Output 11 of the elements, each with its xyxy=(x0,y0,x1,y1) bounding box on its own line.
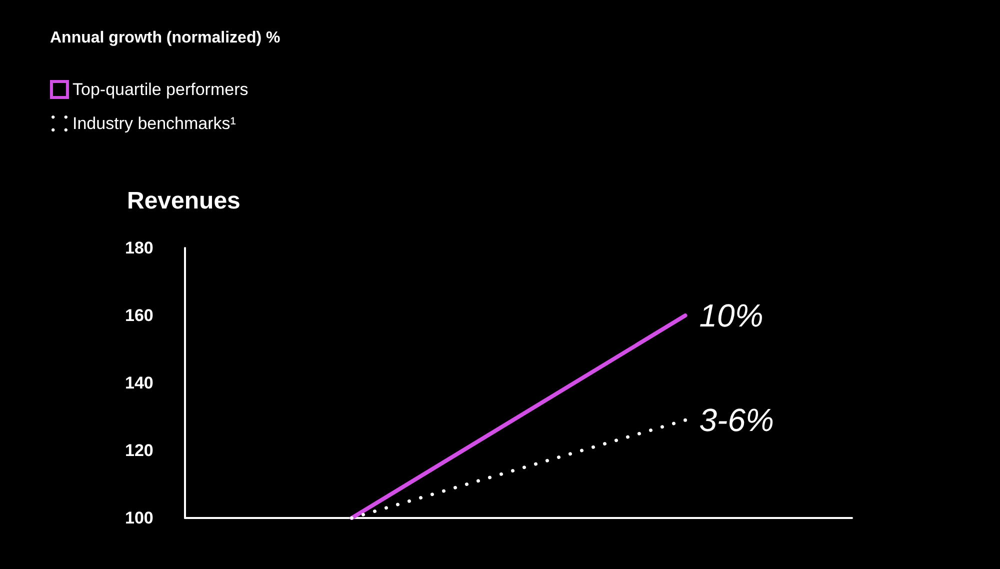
y-tick-label: 160 xyxy=(125,306,154,325)
legend-label: Top-quartile performers xyxy=(72,80,248,99)
chart-subtitle: Revenues xyxy=(127,188,240,214)
annotation: 3-6% xyxy=(699,402,774,438)
annotation: 10% xyxy=(699,298,764,334)
y-tick-label: 120 xyxy=(125,441,154,460)
y-tick-label: 140 xyxy=(125,374,154,392)
legend-label: Industry benchmarks¹ xyxy=(72,114,236,133)
chart-title: Annual growth (normalized) % xyxy=(50,30,280,46)
y-tick-label: 100 xyxy=(125,508,154,528)
y-tick-label: 180 xyxy=(125,238,154,258)
